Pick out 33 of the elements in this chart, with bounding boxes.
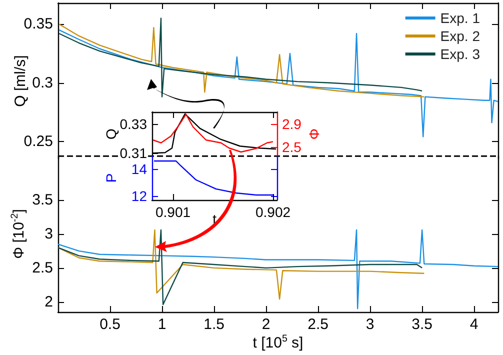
y-tick-label: 0.33: [120, 116, 148, 132]
x-tick-label: 2.5: [308, 316, 328, 333]
y-tick-label: 2.5: [32, 259, 53, 276]
y-axis-title: Φ [10-2]: [9, 209, 28, 259]
y-tick-label: 3.5: [32, 192, 53, 209]
line-series: [58, 29, 499, 138]
y-tick-label: 3: [44, 226, 53, 242]
x-tick-label: 3.5: [412, 316, 432, 333]
y-tick-label: 14: [131, 160, 148, 177]
x-tick-label: 0.901: [155, 204, 191, 220]
y-tick-label: 0.3: [32, 74, 53, 92]
x-tick-label: 2: [262, 316, 270, 333]
legend-label: Exp. 3: [440, 46, 480, 62]
y-tick-label: 12: [131, 188, 148, 204]
y-tick-label: 0.35: [24, 16, 53, 33]
y2-axis-title: Φ: [306, 128, 322, 140]
line-series: [57, 229, 499, 310]
y-axis-title: Q [ml/s]: [12, 55, 29, 107]
x-tick-label: 1.5: [204, 316, 224, 333]
y-tick-label: 0.31: [120, 145, 148, 162]
x-tick-label: 4: [470, 316, 478, 333]
x-tick-label: 0.5: [100, 316, 120, 333]
y-tick-label: 0.25: [24, 132, 53, 150]
x-tick-label: 3: [366, 316, 374, 333]
y2-tick-label: 2.5: [282, 138, 302, 155]
y-tick-label: 2: [44, 293, 53, 310]
x-tick-label: 1: [158, 316, 166, 333]
y-axis-title: Q: [103, 128, 119, 140]
legend-label: Exp. 2: [440, 28, 480, 44]
x-tick-label: 0.902: [255, 204, 291, 220]
legend-label: Exp. 1: [440, 10, 480, 26]
y-axis-title: P: [103, 173, 119, 183]
y2-tick-label: 2.9: [282, 116, 302, 132]
